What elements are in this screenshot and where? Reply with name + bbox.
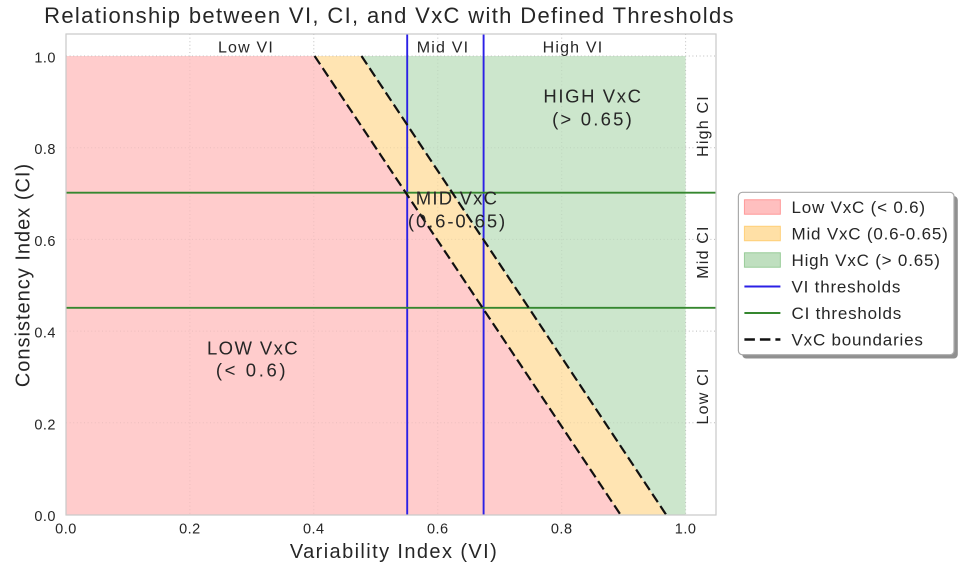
svg-text:MID VxC: MID VxC [416,188,498,209]
svg-text:LOW VxC: LOW VxC [207,338,299,359]
svg-text:1.0: 1.0 [675,522,697,538]
svg-text:Variability Index (VI): Variability Index (VI) [290,541,498,563]
svg-text:Consistency Index (CI): Consistency Index (CI) [13,163,35,387]
svg-text:High VI: High VI [543,40,604,57]
svg-text:Relationship between VI, CI, a: Relationship between VI, CI, and VxC wit… [44,3,735,28]
svg-text:High VxC (> 0.65): High VxC (> 0.65) [792,251,941,270]
svg-text:High CI: High CI [695,95,712,157]
svg-text:0.4: 0.4 [303,522,325,538]
svg-text:0.0: 0.0 [34,509,56,525]
svg-text:1.0: 1.0 [34,51,56,67]
svg-text:0.2: 0.2 [179,522,201,538]
svg-text:Mid VxC (0.6-0.65): Mid VxC (0.6-0.65) [792,225,949,244]
svg-text:(0.6-0.65): (0.6-0.65) [408,211,507,232]
svg-text:Mid VI: Mid VI [417,40,470,57]
svg-text:0.2: 0.2 [34,417,56,433]
svg-text:(< 0.6): (< 0.6) [216,360,288,381]
svg-text:0.6: 0.6 [427,522,449,538]
svg-text:0.8: 0.8 [34,142,56,158]
svg-text:Mid CI: Mid CI [695,225,712,278]
svg-text:Low CI: Low CI [695,368,712,425]
svg-text:0.6: 0.6 [34,234,56,250]
svg-text:0.4: 0.4 [34,326,56,342]
svg-text:Low VI: Low VI [218,40,274,57]
svg-text:VI thresholds: VI thresholds [792,278,902,297]
svg-text:Low VxC (< 0.6): Low VxC (< 0.6) [792,198,926,217]
svg-text:(> 0.65): (> 0.65) [552,109,634,130]
svg-text:0.0: 0.0 [55,522,77,538]
svg-text:VxC boundaries: VxC boundaries [792,331,924,350]
svg-text:CI thresholds: CI thresholds [792,304,903,323]
svg-text:0.8: 0.8 [551,522,573,538]
svg-text:HIGH VxC: HIGH VxC [543,86,642,107]
